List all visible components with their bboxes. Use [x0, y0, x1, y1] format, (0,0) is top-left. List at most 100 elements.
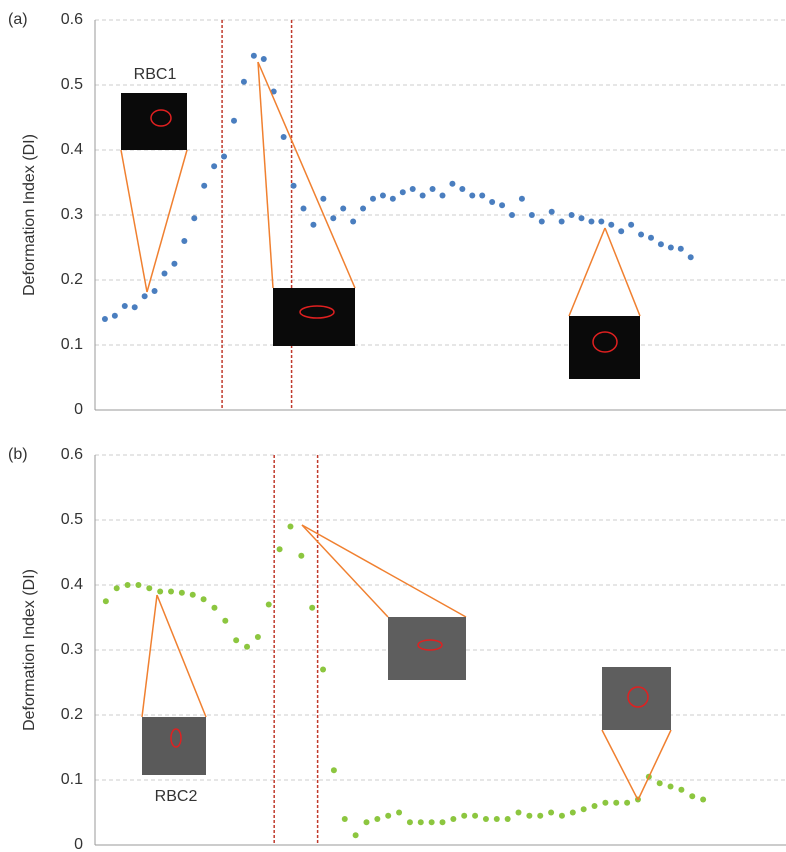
data-point: [363, 819, 370, 826]
data-point: [260, 56, 267, 62]
data-point: [178, 589, 185, 596]
data-point: [389, 195, 396, 202]
data-point: [270, 88, 277, 95]
data-point: [181, 238, 188, 244]
data-point: [504, 816, 511, 822]
y-tick-label: 0.1: [61, 336, 83, 353]
data-point: [608, 221, 615, 228]
connector: [156, 594, 207, 718]
cell-outline: [150, 109, 172, 127]
data-point: [419, 192, 426, 199]
data-point: [320, 666, 327, 673]
cell-outline: [627, 686, 649, 708]
data-point: [538, 218, 545, 225]
data-point: [667, 783, 674, 790]
data-point: [526, 812, 533, 819]
connector: [141, 594, 158, 718]
data-point: [352, 832, 359, 839]
data-point: [379, 192, 386, 199]
inset-image: [273, 288, 355, 346]
data-point: [588, 218, 595, 225]
data-point: [482, 816, 489, 822]
data-point: [141, 293, 148, 300]
data-point: [687, 254, 694, 261]
data-point: [700, 796, 707, 803]
annotation: RBC2: [155, 788, 198, 805]
y-axis-label: Deformation Index (DI): [21, 134, 38, 296]
data-point: [191, 215, 198, 222]
data-point: [250, 52, 257, 59]
data-point: [449, 180, 456, 187]
y-tick-label: 0.5: [61, 76, 83, 93]
connector: [604, 227, 641, 317]
data-point: [618, 228, 625, 235]
data-point: [276, 546, 283, 553]
data-point: [399, 189, 406, 196]
data-point: [244, 643, 251, 650]
connector: [257, 61, 274, 289]
data-point: [450, 816, 457, 822]
data-point: [265, 601, 272, 608]
data-point: [518, 195, 525, 202]
data-point: [146, 585, 153, 592]
data-point: [515, 809, 522, 816]
connector: [146, 149, 188, 293]
y-tick-label: 0.6: [61, 11, 83, 28]
data-point: [231, 117, 237, 124]
data-point: [461, 812, 468, 819]
data-point: [310, 221, 317, 228]
data-point: [613, 799, 620, 806]
connector: [120, 149, 148, 293]
panel-label: (a): [8, 11, 28, 28]
data-point: [624, 799, 631, 806]
connector: [568, 227, 606, 317]
data-point: [211, 163, 218, 170]
inset-image: [388, 617, 466, 680]
data-point: [656, 780, 663, 787]
data-point: [124, 582, 131, 588]
connector: [637, 729, 672, 801]
data-point: [406, 819, 413, 826]
y-tick-label: 0.4: [61, 141, 83, 158]
data-point: [439, 192, 446, 199]
data-point: [537, 812, 544, 819]
data-point: [602, 799, 609, 806]
data-point: [439, 819, 446, 826]
data-point: [598, 218, 605, 225]
data-point: [330, 767, 337, 774]
data-point: [131, 304, 138, 311]
data-point: [548, 809, 555, 816]
data-point: [628, 221, 635, 228]
data-point: [689, 793, 696, 800]
data-point: [591, 803, 598, 809]
cell-outline: [170, 728, 182, 748]
data-point: [290, 182, 297, 189]
inset-image: [569, 316, 640, 379]
cell-outline: [417, 639, 443, 651]
cell-outline: [299, 305, 335, 319]
inset-image: [121, 93, 187, 150]
y-tick-label: 0.5: [61, 511, 83, 528]
connector: [257, 61, 356, 289]
data-point: [121, 303, 128, 309]
data-point: [157, 588, 164, 595]
y-tick-label: 0.3: [61, 206, 83, 223]
data-point: [374, 816, 381, 822]
data-point: [240, 78, 247, 85]
panel-label: (b): [8, 446, 28, 463]
cell-outline: [592, 331, 618, 353]
data-point: [489, 199, 496, 205]
data-point: [479, 192, 486, 199]
data-point: [428, 819, 435, 826]
data-point: [280, 134, 287, 140]
y-tick-label: 0: [74, 836, 83, 852]
data-point: [459, 186, 466, 192]
data-point: [222, 617, 229, 624]
data-point: [509, 212, 515, 218]
data-point: [472, 812, 479, 819]
data-point: [469, 192, 476, 199]
data-point: [569, 809, 576, 816]
data-point: [168, 588, 175, 595]
data-point: [350, 218, 357, 225]
